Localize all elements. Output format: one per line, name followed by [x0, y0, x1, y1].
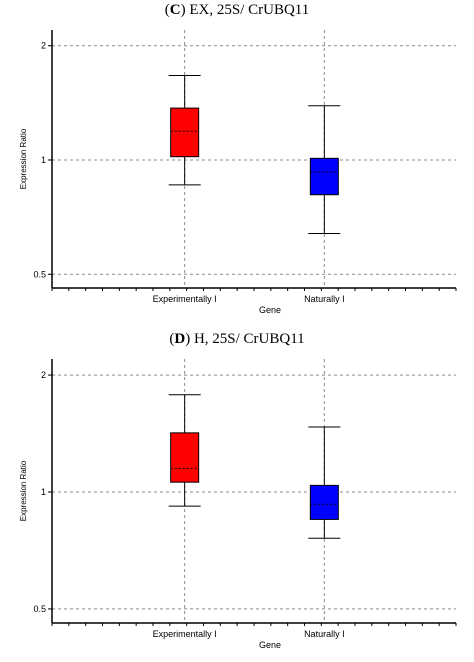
y-tick-label: 0.5 [33, 604, 46, 614]
panel-d-title-text: H, 25S/ CrUBQ11 [190, 331, 305, 347]
y-tick-label: 1 [41, 155, 46, 165]
panel-c-letter: C [169, 2, 181, 18]
x-axis-label: Gene [259, 305, 281, 315]
y-axis-label: Expression Ratio [19, 460, 28, 521]
box-experimentally [170, 107, 200, 158]
x-tick-label: Naturally I [304, 629, 345, 639]
x-tick-label: Naturally I [304, 294, 345, 304]
panel-c-title: (C) EX, 25S/ CrUBQ11 [164, 2, 310, 18]
panel-c-title-text: EX, 25S/ CrUBQ11 [185, 2, 310, 18]
y-tick-label: 2 [41, 370, 46, 380]
panel-d-letter: D [174, 331, 186, 347]
y-tick-label: 2 [41, 41, 46, 51]
x-tick-label: Experimentally I [153, 294, 217, 304]
y-axis-label: Expression Ratio [19, 128, 28, 189]
box-plot-c: 0.5 1 2 Experimentally I Naturally I Gene Expr… [19, 30, 457, 315]
box-experimentally [170, 432, 200, 483]
box-plot-d: 0.5 1 2 Experimentally I Naturally I Gene Expr… [19, 359, 457, 650]
x-tick-label: Experimentally I [153, 629, 217, 639]
box-naturally [309, 484, 339, 520]
box-naturally [309, 157, 339, 196]
y-tick-label: 0.5 [33, 269, 46, 279]
x-axis-label: Gene [259, 640, 281, 650]
panel-d-title: (D) H, 25S/ CrUBQ11 [169, 331, 305, 347]
y-tick-label: 1 [41, 487, 46, 497]
